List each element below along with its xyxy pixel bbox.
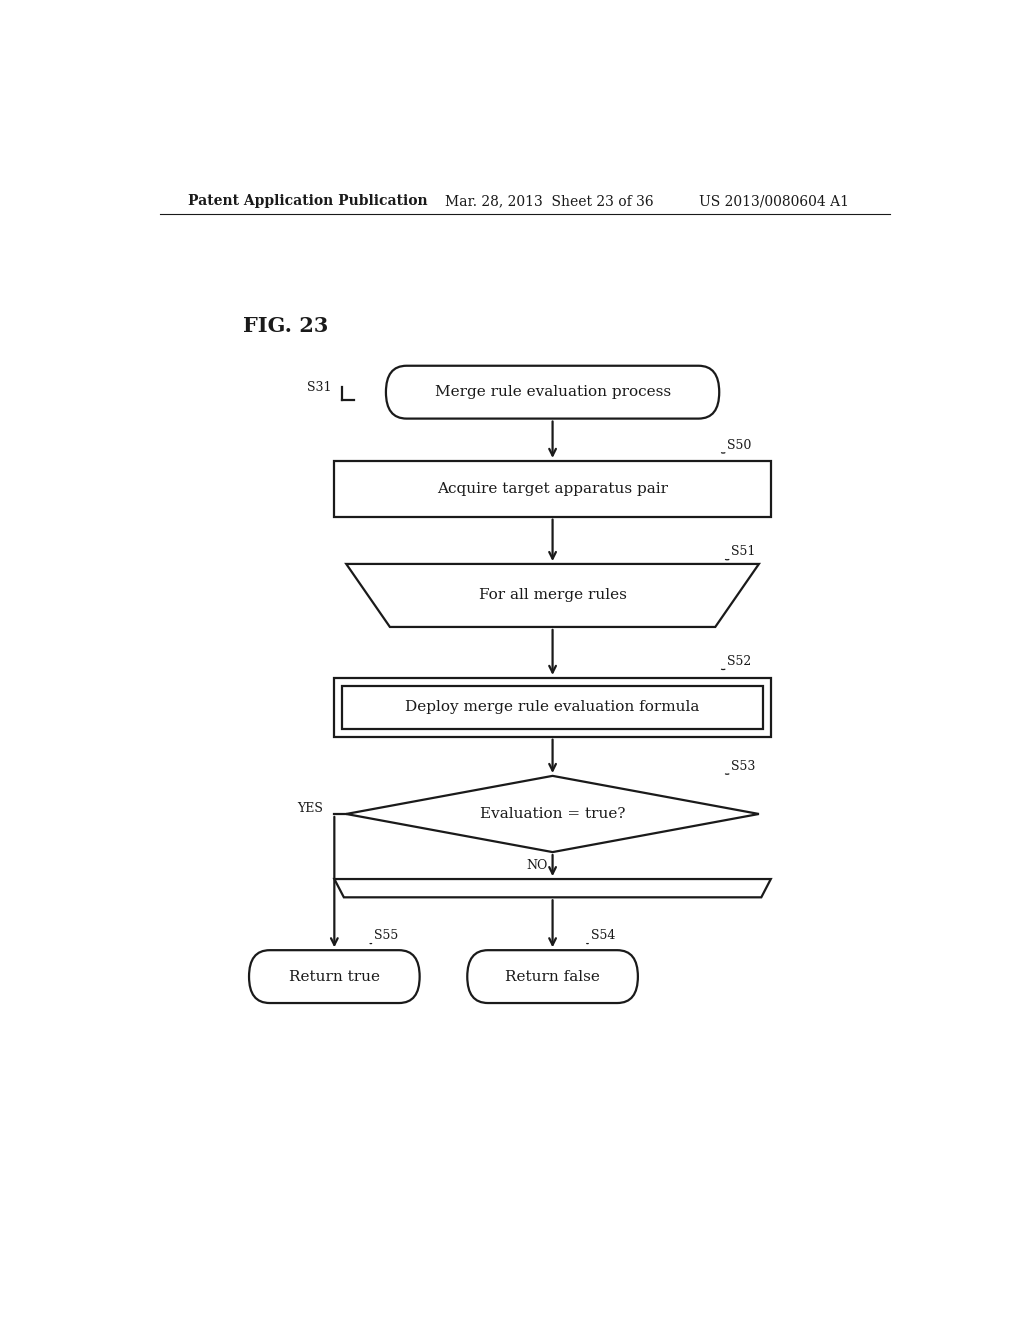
Text: S31: S31 xyxy=(306,380,331,393)
FancyBboxPatch shape xyxy=(249,950,420,1003)
Polygon shape xyxy=(346,776,759,853)
Text: For all merge rules: For all merge rules xyxy=(478,589,627,602)
Text: FIG. 23: FIG. 23 xyxy=(243,315,329,337)
Text: NO: NO xyxy=(526,859,548,873)
Text: Mar. 28, 2013  Sheet 23 of 36: Mar. 28, 2013 Sheet 23 of 36 xyxy=(445,194,654,209)
Text: S55: S55 xyxy=(374,929,398,942)
Text: S50: S50 xyxy=(727,438,752,451)
Text: YES: YES xyxy=(298,803,324,816)
Bar xyxy=(334,677,771,737)
Text: S51: S51 xyxy=(731,545,756,558)
Bar xyxy=(342,686,763,729)
Text: Return true: Return true xyxy=(289,970,380,983)
Text: Evaluation = true?: Evaluation = true? xyxy=(480,807,626,821)
Text: Deploy merge rule evaluation formula: Deploy merge rule evaluation formula xyxy=(406,700,699,714)
Text: Patent Application Publication: Patent Application Publication xyxy=(187,194,427,209)
Text: US 2013/0080604 A1: US 2013/0080604 A1 xyxy=(699,194,849,209)
Text: Return false: Return false xyxy=(505,970,600,983)
Polygon shape xyxy=(334,879,771,898)
Text: S52: S52 xyxy=(727,655,752,668)
Bar xyxy=(334,461,771,516)
Text: S54: S54 xyxy=(591,929,615,942)
Text: S53: S53 xyxy=(731,760,756,772)
FancyBboxPatch shape xyxy=(467,950,638,1003)
Polygon shape xyxy=(346,564,759,627)
FancyBboxPatch shape xyxy=(386,366,719,418)
Text: Merge rule evaluation process: Merge rule evaluation process xyxy=(434,385,671,399)
Text: Acquire target apparatus pair: Acquire target apparatus pair xyxy=(437,482,668,496)
